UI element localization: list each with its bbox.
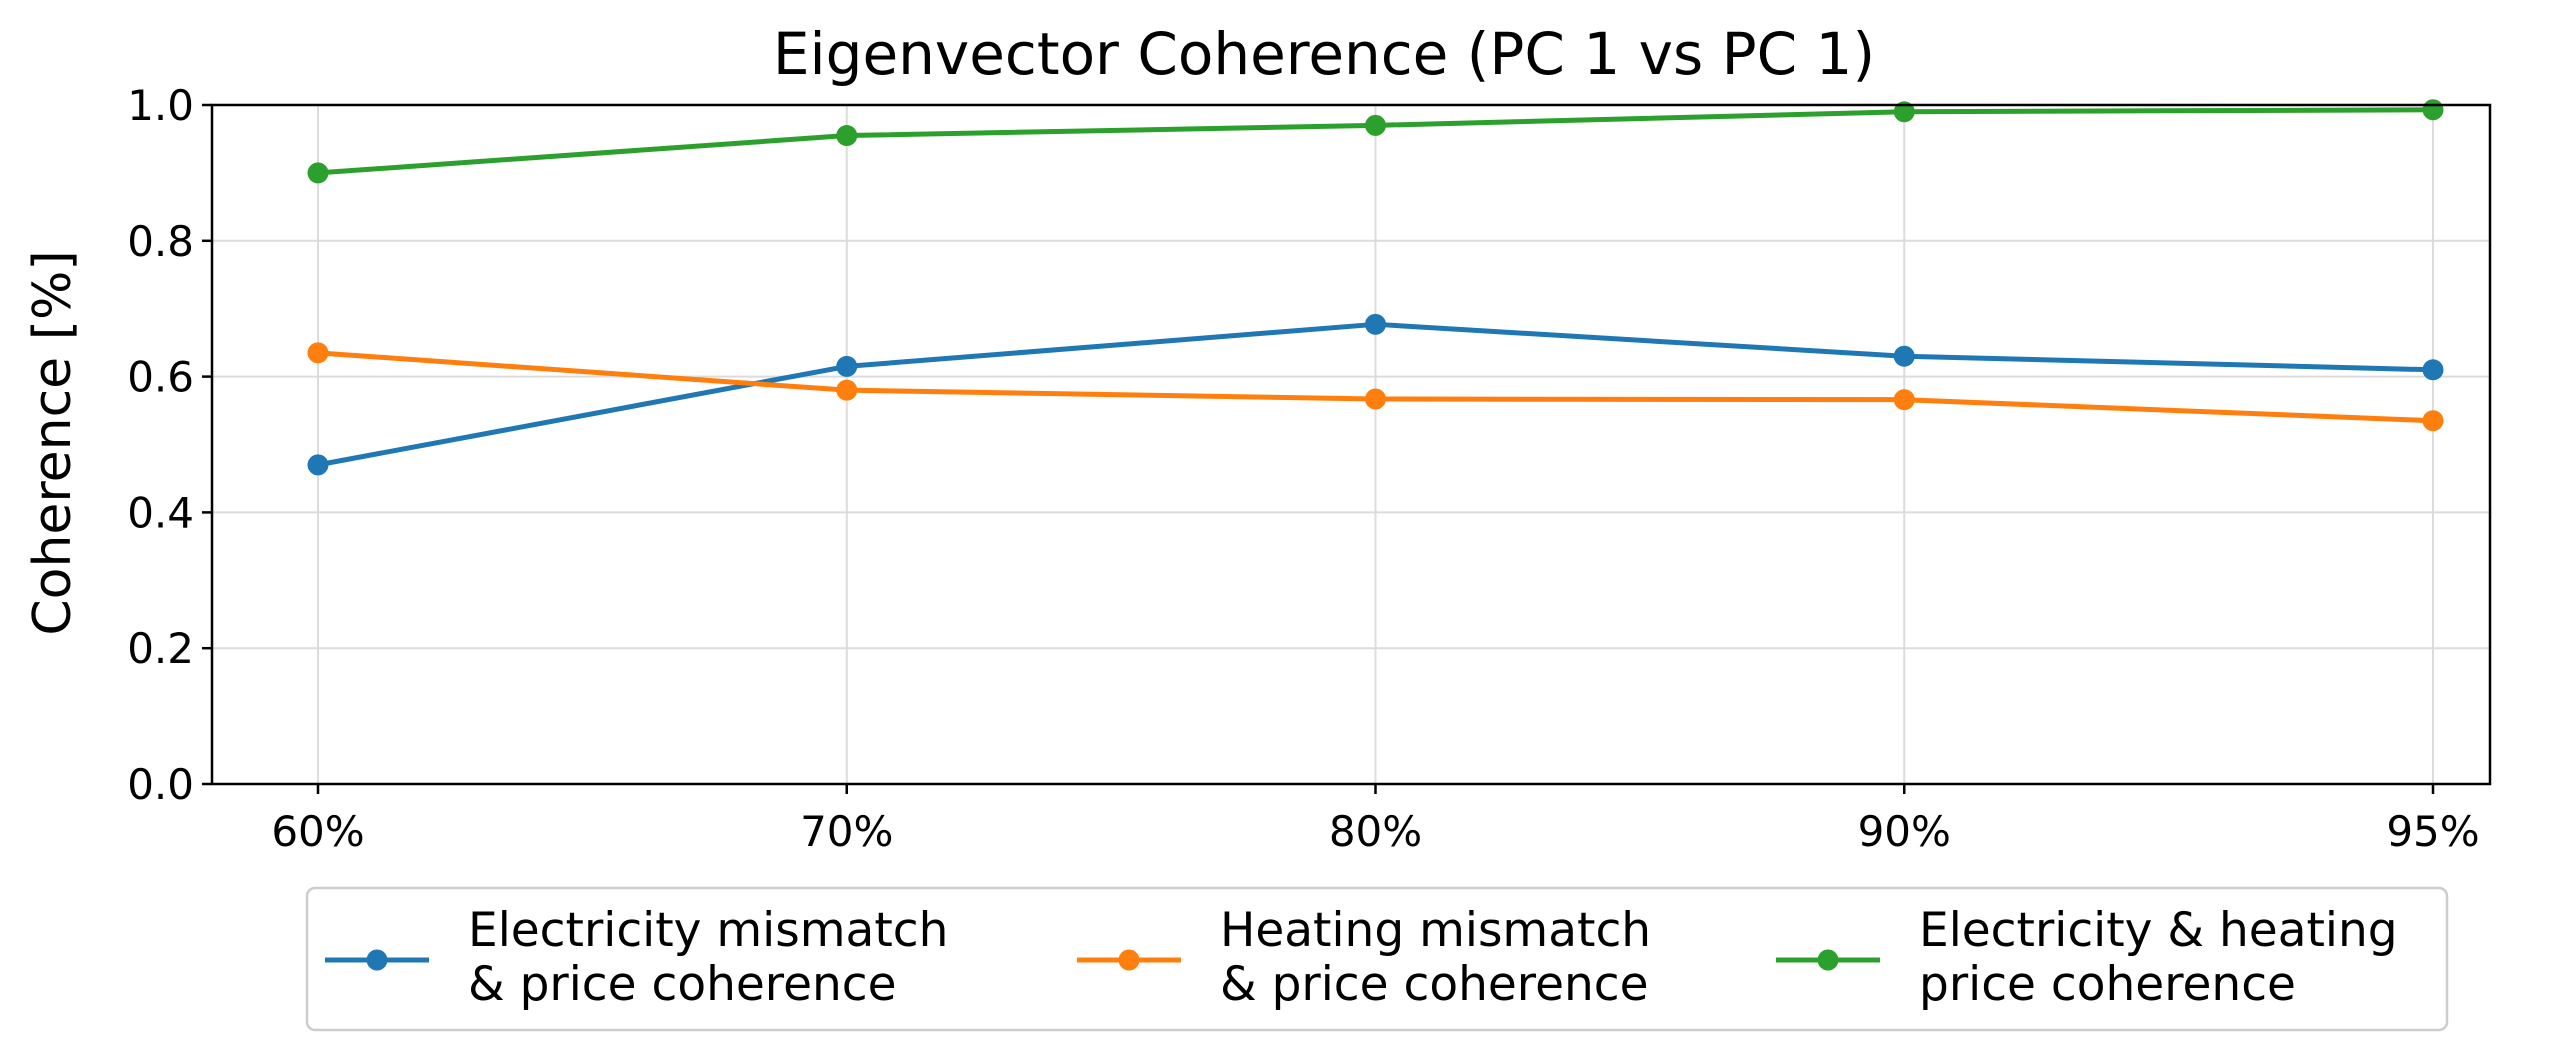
data-point	[1893, 389, 1915, 411]
data-point	[1893, 101, 1915, 123]
data-point	[307, 162, 329, 184]
x-tick-label: 95%	[2386, 807, 2479, 856]
chart-title: Eigenvector Coherence (PC 1 vs PC 1)	[773, 20, 1875, 88]
data-point	[2422, 99, 2444, 121]
legend-label: price coherence	[1919, 957, 2296, 1012]
data-point	[307, 342, 329, 364]
legend-label: Heating mismatch	[1220, 903, 1651, 958]
y-tick-label: 1.0	[127, 81, 194, 130]
y-tick-label: 0.2	[127, 624, 194, 673]
plot-frame	[210, 103, 2492, 786]
y-tick-label: 0.8	[127, 217, 194, 266]
data-point	[1365, 114, 1386, 136]
y-tick-label: 0.6	[127, 353, 194, 402]
x-tick-label: 80%	[1329, 807, 1422, 856]
y-axis-label: Coherence [%]	[23, 250, 83, 635]
data-point	[1365, 388, 1386, 410]
series-2	[307, 342, 2444, 432]
legend-box	[305, 886, 2449, 1032]
data-point	[836, 125, 858, 147]
legend-entry: Electricity mismatch& price coherence	[325, 903, 948, 1012]
data-point	[2422, 359, 2444, 381]
legend-entry: Heating mismatch& price coherence	[1077, 903, 1651, 1012]
y-tick-label: 0.4	[127, 488, 194, 537]
legend-marker	[366, 949, 388, 971]
data-point	[836, 355, 858, 377]
grid	[212, 104, 2490, 785]
data-point	[2422, 410, 2444, 432]
axis-ticks: 0.0 0.2 0.4 0.6 0.8 1.0 60% 70% 80% 90% 95%	[127, 81, 2479, 856]
legend-label: Electricity mismatch	[468, 903, 948, 958]
legend-label: & price coherence	[1220, 957, 1649, 1012]
x-tick-label: 70%	[800, 807, 893, 856]
x-tick-label: 90%	[1858, 807, 1951, 856]
legend-marker	[1118, 949, 1140, 971]
y-tick-label: 0.0	[127, 760, 194, 809]
data-point	[307, 454, 329, 476]
x-tick-label: 60%	[271, 807, 364, 856]
data-point	[836, 379, 858, 401]
data-point	[1365, 313, 1386, 335]
legend-label: Electricity & heating	[1919, 903, 2398, 958]
legend-label: & price coherence	[468, 957, 897, 1012]
data-point	[1893, 345, 1915, 367]
series-1	[307, 313, 2444, 476]
legend-marker	[1817, 949, 1839, 971]
legend: Electricity mismatch& price coherenceHea…	[305, 886, 2449, 1032]
